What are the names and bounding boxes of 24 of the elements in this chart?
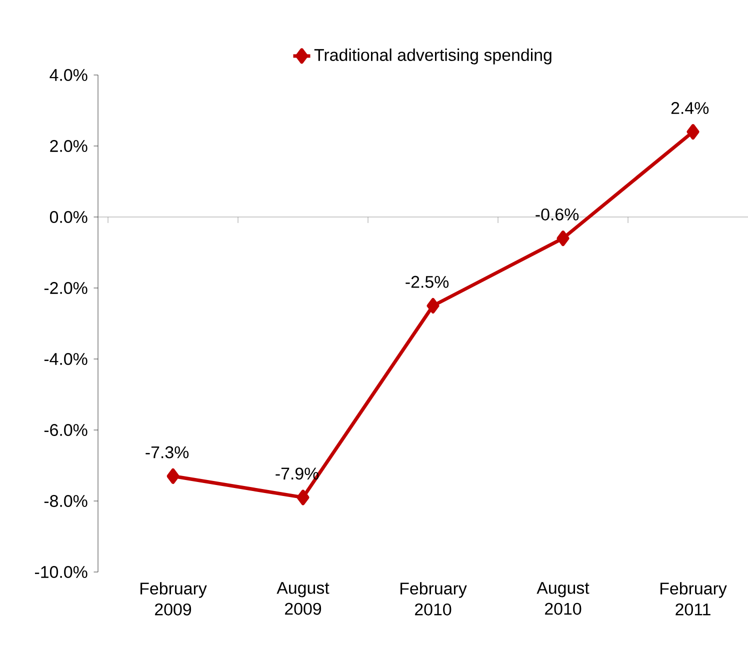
x-tick-label: August 2009	[276, 582, 330, 615]
data-label: -7.9%	[276, 468, 319, 480]
data-label: -7.3%	[146, 446, 189, 458]
y-tick-label: -4.0%	[44, 353, 88, 365]
y-tick-label: 2.0%	[50, 140, 88, 152]
point	[166, 468, 180, 484]
point	[426, 298, 440, 314]
y-tick-label: 4.0%	[50, 68, 88, 81]
y-tick-label: -8.0%	[44, 495, 88, 507]
y-tick-label: -6.0%	[44, 424, 88, 436]
data-label: -2.5%	[406, 276, 449, 288]
point	[556, 230, 570, 246]
x-tick-label: February 2011	[660, 582, 727, 616]
data-label: -0.6%	[536, 208, 579, 220]
y-tick-label: -2.0%	[44, 282, 88, 294]
legend-label: Traditional advertising spending	[314, 48, 552, 64]
x-tick-label: February 2009	[140, 582, 207, 616]
data-label: 2.4%	[671, 102, 709, 114]
y-tick-label: 0.0%	[50, 211, 88, 223]
point	[296, 490, 310, 506]
x-tick-label: February 2010	[400, 582, 467, 616]
point	[686, 124, 700, 140]
y-tick-label: -10.0%	[34, 566, 88, 578]
x-tick-label: August 2010	[536, 582, 590, 615]
